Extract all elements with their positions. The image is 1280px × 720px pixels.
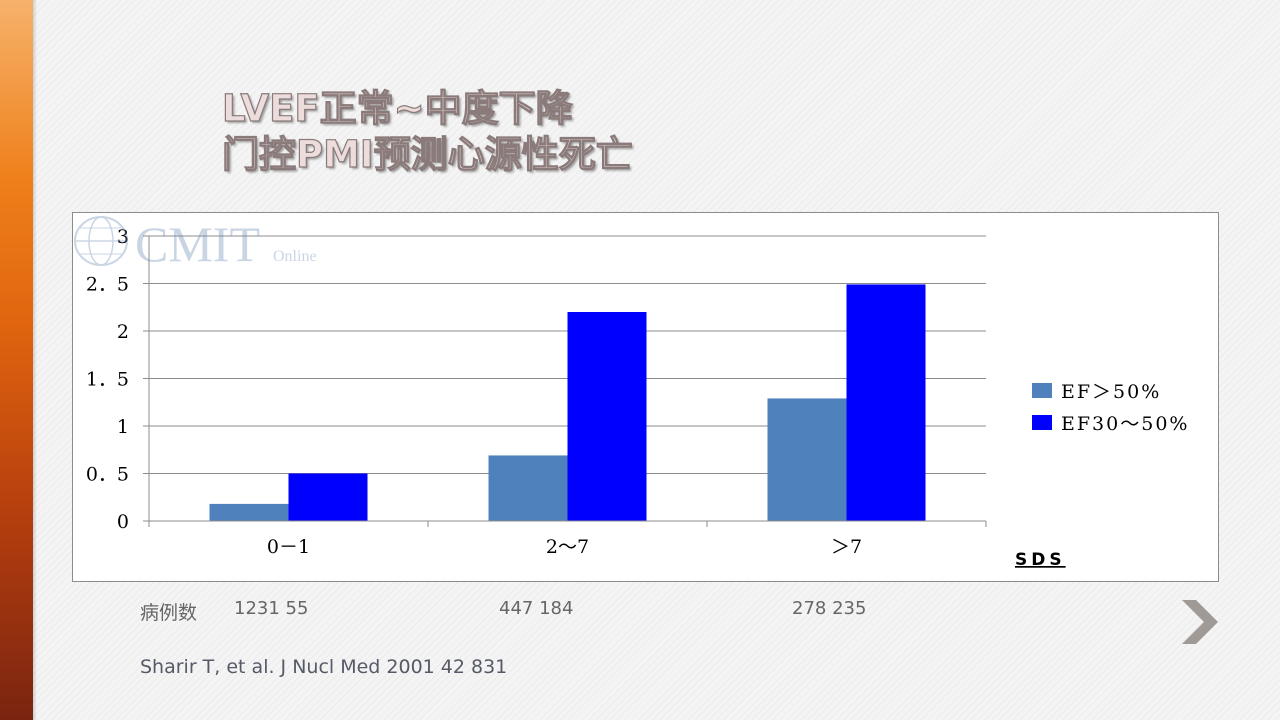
bar	[567, 312, 647, 521]
globe-icon	[74, 216, 128, 266]
watermark-text: CMIT	[135, 216, 260, 272]
x-tick-label: 0－1	[267, 536, 310, 558]
cases-group-2: 447 184	[499, 598, 574, 619]
y-tick-label: 3	[117, 226, 129, 248]
bar-chart: 0 0．5 1 1．5 2 2．5 3 0－1 2～7 ＞7 SDS EF＞50% EF30～50%	[86, 226, 1189, 570]
bar	[288, 473, 368, 521]
cases-label: 病例数	[140, 602, 198, 624]
bar	[488, 455, 568, 521]
left-accent-shadow	[33, 0, 37, 720]
bar	[209, 503, 289, 521]
cases-group-3: 278 235	[792, 598, 867, 619]
bar	[767, 398, 847, 521]
cases-group-1: 1231 55	[234, 598, 309, 619]
watermark-sub: Online	[273, 248, 317, 265]
axis-labels: 0 0．5 1 1．5 2 2．5 3 0－1 2～7 ＞7 SDS	[86, 226, 1066, 570]
y-tick-label: 0	[117, 511, 129, 533]
legend-swatch	[1032, 383, 1052, 398]
y-tick-label: 2．5	[86, 274, 129, 296]
legend-swatch	[1032, 415, 1052, 430]
legend-label: EF30～50%	[1061, 413, 1189, 435]
axes	[143, 235, 987, 527]
legend-label: EF＞50%	[1061, 381, 1161, 403]
x-tick-label: 2～7	[546, 536, 589, 558]
chevron-right-icon[interactable]	[1180, 598, 1220, 646]
citation: Sharir T, et al. J Nucl Med 2001 42 831	[140, 656, 508, 678]
x-axis-title: SDS	[1015, 550, 1066, 570]
y-tick-label: 1．5	[86, 369, 129, 391]
title-line-1: LVEF正常~中度下降	[221, 86, 573, 130]
bar	[846, 284, 926, 521]
left-accent-bar	[0, 0, 33, 720]
chart-frame: 0 0．5 1 1．5 2 2．5 3 0－1 2～7 ＞7 SDS EF＞50% EF30～50% …	[72, 212, 1219, 582]
bars	[209, 284, 926, 521]
y-tick-label: 2	[117, 321, 129, 343]
title-line-2: 门控PMI预测心源性死亡	[221, 132, 633, 176]
slide-title: LVEF正常~中度下降 门控PMI预测心源性死亡	[221, 86, 633, 178]
legend: EF＞50% EF30～50%	[1032, 381, 1189, 435]
y-tick-label: 1	[117, 416, 129, 438]
cmit-watermark: CMIT Online	[74, 216, 317, 272]
y-tick-label: 0．5	[86, 464, 129, 486]
x-tick-label: ＞7	[831, 536, 862, 558]
